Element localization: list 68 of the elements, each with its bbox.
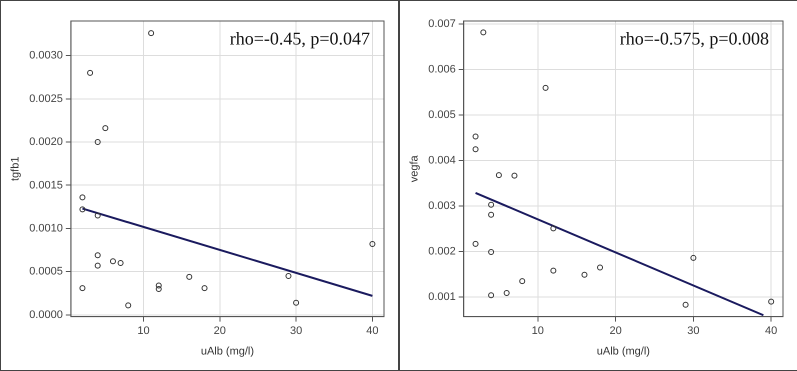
point xyxy=(94,212,101,218)
y-tick-label: 0.003 xyxy=(428,200,456,212)
point xyxy=(519,278,526,284)
y-tick-label: 0.0010 xyxy=(29,222,63,234)
y-tick-label: 0.007 xyxy=(428,18,456,30)
point xyxy=(110,258,116,264)
y-tick-label: 0.0030 xyxy=(29,50,63,62)
point xyxy=(581,272,588,278)
y-tick-label: 0.004 xyxy=(428,154,456,167)
point xyxy=(488,292,494,298)
x-tick-label: 20 xyxy=(214,325,226,338)
point xyxy=(202,285,208,292)
point xyxy=(682,302,689,308)
point xyxy=(186,274,192,280)
point xyxy=(79,194,86,200)
point xyxy=(156,286,162,292)
point xyxy=(87,70,94,76)
point xyxy=(488,212,494,218)
point xyxy=(369,240,376,247)
y-axis-title: tgfb1 xyxy=(10,156,22,182)
point xyxy=(156,282,162,288)
x-axis-title: uAlb (mg/l) xyxy=(200,345,254,358)
point xyxy=(293,300,300,306)
point xyxy=(125,302,132,308)
point xyxy=(79,206,86,212)
x-axis-title: uAlb (mg/l) xyxy=(596,345,650,358)
point xyxy=(488,249,494,256)
point xyxy=(690,254,696,261)
x-tick-label: 20 xyxy=(609,325,622,338)
y-tick-label: 0.001 xyxy=(428,291,456,304)
point xyxy=(94,252,101,258)
point xyxy=(94,262,101,269)
point xyxy=(496,172,502,178)
point xyxy=(285,272,292,279)
point xyxy=(504,290,510,296)
point xyxy=(472,240,479,247)
x-tick-label: 10 xyxy=(137,325,150,338)
y-tick-label: 0.0025 xyxy=(29,92,63,105)
y-tick-label: 0.002 xyxy=(428,246,456,258)
y-tick-label: 0.0005 xyxy=(29,266,63,278)
point xyxy=(597,264,604,270)
point xyxy=(550,225,556,232)
y-axis-title: vegfa xyxy=(408,154,421,182)
y-tick-label: 0.0000 xyxy=(29,308,63,321)
point xyxy=(118,260,124,266)
point xyxy=(488,202,494,208)
x-tick-label: 40 xyxy=(366,325,379,338)
point xyxy=(79,285,86,292)
y-tick-label: 0.005 xyxy=(428,109,456,122)
annotation: rho=-0.45, p=0.047 xyxy=(230,28,370,49)
y-tick-label: 0.0020 xyxy=(29,136,63,148)
x-tick-label: 30 xyxy=(290,325,302,338)
y-tick-label: 0.006 xyxy=(428,64,456,76)
point xyxy=(148,30,154,36)
point xyxy=(550,268,556,274)
point xyxy=(94,139,101,146)
x-tick-label: 40 xyxy=(765,325,778,338)
y-tick-label: 0.0015 xyxy=(29,179,63,192)
point xyxy=(480,29,486,36)
annotation: rho=-0.575, p=0.008 xyxy=(620,28,769,49)
point xyxy=(472,134,479,140)
x-tick-label: 10 xyxy=(532,325,544,338)
point xyxy=(102,125,108,132)
point xyxy=(511,172,518,179)
x-tick-label: 30 xyxy=(687,325,700,338)
point xyxy=(542,84,549,91)
point xyxy=(472,146,479,152)
point xyxy=(768,298,774,305)
